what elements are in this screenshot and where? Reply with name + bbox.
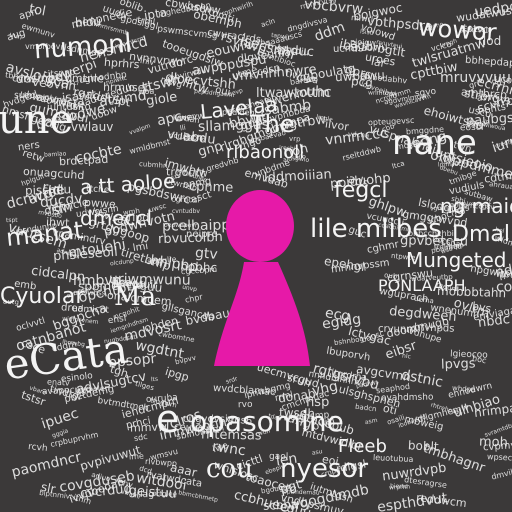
texture-glyphs: apn <box>17 6 39 23</box>
texture-glyphs: ilvor <box>324 117 350 134</box>
word-ng-maid: ng maid <box>440 194 512 218</box>
texture-glyphs: bbhepdapvu <box>464 54 512 71</box>
texture-glyphs: bmtnle <box>64 71 104 86</box>
texture-glyphs: dmvilhms <box>490 463 512 482</box>
texture-glyphs: rcvh <box>27 442 49 454</box>
texture-glyphs: sripd <box>122 211 150 224</box>
texture-glyphs: oeuwhpovr <box>163 221 198 230</box>
texture-glyphs: rlod <box>478 34 502 48</box>
word-the: The <box>250 110 295 138</box>
texture-glyphs: cidcalpn <box>30 263 86 286</box>
word-nyesor: nyesor <box>280 454 369 484</box>
texture-glyphs: cgccbpm <box>180 264 218 277</box>
word-fegcl: fegcl <box>334 178 388 203</box>
texture-glyphs: wrprnh <box>388 483 411 492</box>
word-wowor: wowor <box>417 13 498 47</box>
texture-glyphs: bbmcbhmetp <box>177 489 219 504</box>
texture-glyphs: chpr <box>184 292 204 305</box>
texture-glyphs: asm <box>364 416 379 427</box>
texture-glyphs: lddmoiiian <box>263 167 333 186</box>
texture-glyphs: mruvvvuult <box>440 70 512 86</box>
word-dmeccl: dmeccl <box>80 206 153 230</box>
texture-glyphs: vvalpm <box>128 122 152 137</box>
word-dmal: Dmal <box>452 222 510 247</box>
texture-glyphs: hmbvp <box>73 273 122 289</box>
texture-glyphs: ipgp <box>163 364 191 385</box>
texture-glyphs: epehgl <box>323 253 366 275</box>
texture-glyphs: cvntudbv <box>172 208 200 215</box>
person-silhouette-icon <box>214 188 314 368</box>
texture-glyphs: wvdcblamac <box>212 382 276 399</box>
texture-glyphs: bldu <box>74 14 102 30</box>
texture-glyphs: lsisd <box>359 28 374 37</box>
word-e: e <box>156 397 180 441</box>
texture-glyphs: citgvdvsi <box>183 414 228 425</box>
word-opasomine: opasomine <box>190 405 344 438</box>
word-ma: Ma <box>114 282 157 312</box>
texture-glyphs: rseltddwb <box>341 144 382 163</box>
word-a-tt-aoloe: a tt aoloe <box>79 168 176 200</box>
texture-glyphs: giole <box>145 89 179 110</box>
texture-glyphs: lts <box>150 375 159 384</box>
word-rlbaonoll: rlbaonoll <box>226 142 305 163</box>
texture-glyphs: uhc <box>305 83 332 101</box>
word-cou: cou <box>206 454 253 484</box>
word-lile-mlibes: lile mlibes <box>310 214 442 244</box>
texture-glyphs: badcn <box>354 402 377 414</box>
texture-glyphs: biptnmivt <box>38 488 74 502</box>
texture-glyphs: vwlauv <box>71 120 114 134</box>
texture-glyphs: vbcbvrw <box>303 0 364 18</box>
texture-glyphs: unvp <box>181 283 198 294</box>
texture-glyphs: wmldbmst <box>128 137 172 156</box>
word-fleeb: Fleeb <box>338 436 387 457</box>
word-cyuolar: Cyuolar <box>0 284 85 309</box>
texture-glyphs: vhg <box>310 378 340 400</box>
texture-glyphs: ltwawtottm <box>256 86 330 101</box>
word-une: une <box>0 97 74 143</box>
texture-glyphs: ipuec <box>39 405 81 433</box>
word-ponlaaph: PONLAAPH <box>378 276 466 295</box>
texture-glyphs: dosinhdv <box>15 70 71 86</box>
word-numonl: numonl <box>33 28 133 66</box>
texture-glyphs: acln <box>259 16 277 30</box>
texture-glyphs: boblt <box>407 438 439 454</box>
texture-glyphs: wpsecls <box>486 452 512 463</box>
texture-glyphs: paomdncr <box>10 449 83 481</box>
word-nane: nane <box>392 123 477 163</box>
texture-glyphs: sdc <box>133 431 149 444</box>
word-mungeted: Mungeted <box>406 248 507 272</box>
texture-glyphs: bhbcchchbi <box>408 229 454 238</box>
texture-glyphs: vmorbov <box>25 42 61 51</box>
texture-glyphs: moh <box>478 434 509 451</box>
texture-glyphs: lbuporvh <box>325 345 371 364</box>
texture-glyphs: neipre <box>186 229 218 240</box>
texture-glyphs: pioigw <box>349 37 377 48</box>
texture-glyphs: coauw <box>495 278 512 296</box>
